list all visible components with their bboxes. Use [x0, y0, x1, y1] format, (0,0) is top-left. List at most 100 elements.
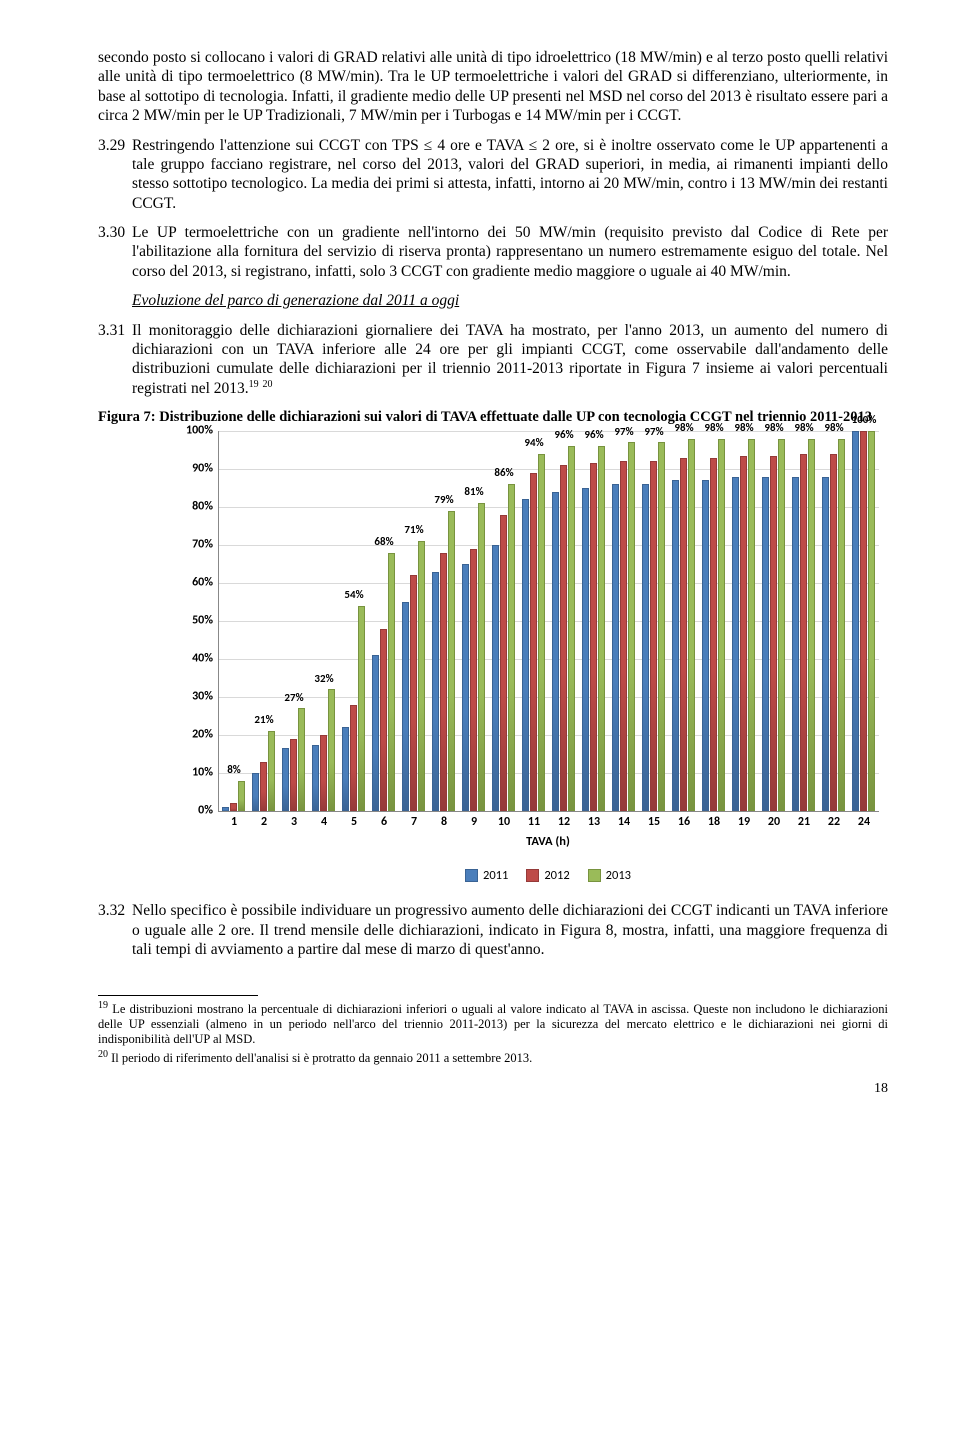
- chart-legend-item: 2011: [465, 868, 508, 884]
- chart-bar: [560, 465, 567, 811]
- chart-bar: [672, 480, 679, 811]
- chart-bar: [852, 431, 859, 811]
- chart-bar: [238, 781, 245, 811]
- chart-bar: [290, 739, 297, 811]
- chart-bar: [868, 431, 875, 811]
- chart-bar: [448, 511, 455, 811]
- chart-bar: [822, 477, 829, 811]
- chart-bar-group: [762, 439, 786, 811]
- chart-legend-swatch: [588, 869, 601, 882]
- chart-x-tick: 2: [261, 815, 267, 830]
- chart-y-tick: 80%: [175, 500, 213, 515]
- footnote-ref-20: 20: [263, 379, 273, 390]
- footnote-text: Il periodo di riferimento dell'analisi s…: [108, 1051, 532, 1065]
- chart-x-tick: 16: [678, 815, 690, 830]
- chart-bar-group: [432, 511, 456, 811]
- chart-bar: [702, 480, 709, 811]
- chart-x-tick: 21: [798, 815, 810, 830]
- chart-bar: [312, 745, 319, 812]
- chart-data-label: 68%: [374, 535, 393, 549]
- chart-data-label: 97%: [614, 425, 633, 439]
- chart-data-label: 8%: [227, 763, 241, 777]
- chart-bar-group: [552, 446, 576, 811]
- chart-bar: [800, 454, 807, 811]
- chart-x-axis-label: TAVA (h): [218, 834, 878, 850]
- para-number: 3.31: [98, 321, 132, 399]
- chart-bar: [230, 803, 237, 811]
- chart-bar: [748, 439, 755, 811]
- chart-bar: [432, 572, 439, 811]
- chart-bar: [282, 748, 289, 811]
- chart-bar: [252, 773, 259, 811]
- footnote-19: 19 Le distribuzioni mostrano la percentu…: [98, 1000, 888, 1046]
- chart-x-tick: 1: [231, 815, 237, 830]
- paragraph-3-29: 3.29 Restringendo l'attenzione sui CCGT …: [98, 136, 888, 214]
- chart-legend-swatch: [465, 869, 478, 882]
- chart-bar: [718, 439, 725, 811]
- para-number: 3.32: [98, 901, 132, 959]
- chart-legend-label: 2012: [544, 868, 569, 884]
- para-number: 3.30: [98, 223, 132, 281]
- chart-bar-group: [282, 708, 306, 811]
- chart-bar: [808, 439, 815, 811]
- chart-x-tick: 15: [648, 815, 660, 830]
- chart-bar-group: [312, 689, 336, 811]
- chart-bar-group: [732, 439, 756, 811]
- chart-y-tick: 70%: [175, 538, 213, 553]
- chart-bar: [710, 458, 717, 811]
- chart-bar-group: [492, 484, 516, 811]
- chart-bar: [860, 431, 867, 811]
- chart-y-tick: 40%: [175, 652, 213, 667]
- chart-bar: [538, 454, 545, 811]
- chart-y-tick: 60%: [175, 576, 213, 591]
- footnote-20: 20 Il periodo di riferimento dell'analis…: [98, 1049, 888, 1066]
- chart-bar: [582, 488, 589, 811]
- chart-bar: [590, 463, 597, 811]
- chart-bar: [620, 461, 627, 811]
- chart-bar-group: [582, 446, 606, 811]
- chart-data-label: 98%: [734, 421, 753, 435]
- chart-data-label: 86%: [494, 466, 513, 480]
- chart-bar: [658, 442, 665, 811]
- chart-bar: [418, 541, 425, 811]
- chart-bar-group: [672, 439, 696, 811]
- chart-bar: [222, 807, 229, 811]
- chart-data-label: 71%: [404, 523, 423, 537]
- paragraph-3-32: 3.32 Nello specifico è possibile individ…: [98, 901, 888, 959]
- chart-bar: [838, 439, 845, 811]
- chart-bar-group: [612, 442, 636, 811]
- chart-bar: [792, 477, 799, 811]
- chart-plot-area: 0%10%20%30%40%50%60%70%80%90%100%8%121%2…: [218, 431, 879, 812]
- chart-legend-swatch: [526, 869, 539, 882]
- chart-bar: [380, 629, 387, 811]
- chart-bar: [462, 564, 469, 811]
- chart-x-tick: 12: [558, 815, 570, 830]
- chart-data-label: 81%: [464, 485, 483, 499]
- chart-bar: [740, 456, 747, 811]
- footnote-number: 20: [98, 1049, 108, 1060]
- footnote-separator: [98, 995, 258, 996]
- page-number: 18: [98, 1080, 888, 1098]
- chart-bar-group: [462, 503, 486, 811]
- chart-bar: [268, 731, 275, 811]
- chart-y-tick: 90%: [175, 462, 213, 477]
- subsection-heading: Evoluzione del parco di generazione dal …: [132, 291, 888, 310]
- chart-bar: [492, 545, 499, 811]
- paragraph-continuation: secondo posto si collocano i valori di G…: [98, 48, 888, 126]
- para-text: Le UP termoelettriche con un gradiente n…: [132, 223, 888, 281]
- chart-legend-item: 2012: [526, 868, 569, 884]
- chart-bar: [762, 477, 769, 811]
- chart-bar-group: [372, 553, 396, 811]
- chart-bar: [732, 477, 739, 811]
- chart-bar: [508, 484, 515, 811]
- chart-data-label: 21%: [254, 713, 273, 727]
- chart-bar: [530, 473, 537, 811]
- chart-bar: [402, 602, 409, 811]
- figure-7-chart: 0%10%20%30%40%50%60%70%80%90%100%8%121%2…: [178, 431, 878, 883]
- chart-bar: [440, 553, 447, 811]
- chart-data-label: 32%: [314, 672, 333, 686]
- chart-bar: [478, 503, 485, 811]
- chart-bar-group: [642, 442, 666, 811]
- chart-y-tick: 100%: [175, 424, 213, 439]
- chart-x-tick: 10: [498, 815, 510, 830]
